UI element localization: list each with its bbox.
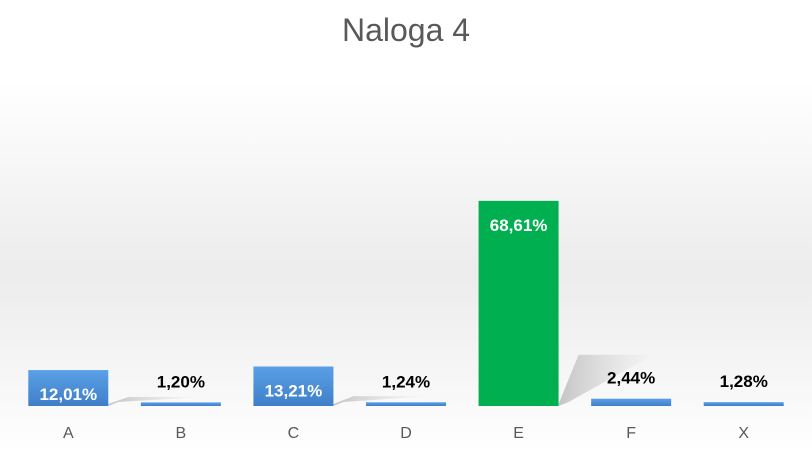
bar-a [28,370,109,406]
chart-title: Naloga 4 [341,12,471,48]
bar-d [366,402,446,406]
data-label: 2,44% [607,369,655,388]
bar-x [703,402,784,406]
x-tick-label: A [63,425,74,442]
x-tick-label: X [738,425,749,442]
bar-c [253,366,334,406]
bar-f [591,398,672,406]
data-label: 12,01% [39,385,97,404]
bar-shadow [108,397,204,406]
data-label: 13,21% [265,382,323,401]
bar-e [478,200,559,406]
x-tick-label: E [513,425,524,442]
bar-b [140,402,221,406]
data-label: 1,28% [720,372,768,391]
data-label: 1,20% [157,372,205,391]
data-label: 68,61% [490,216,548,235]
data-label: 1,24% [382,372,430,391]
bar-shadow [558,354,654,406]
x-tick-label: D [400,425,412,442]
bar-shadow [333,396,429,406]
x-tick-label: B [176,425,187,442]
x-tick-label: C [288,425,300,442]
x-tick-label: F [626,425,636,442]
